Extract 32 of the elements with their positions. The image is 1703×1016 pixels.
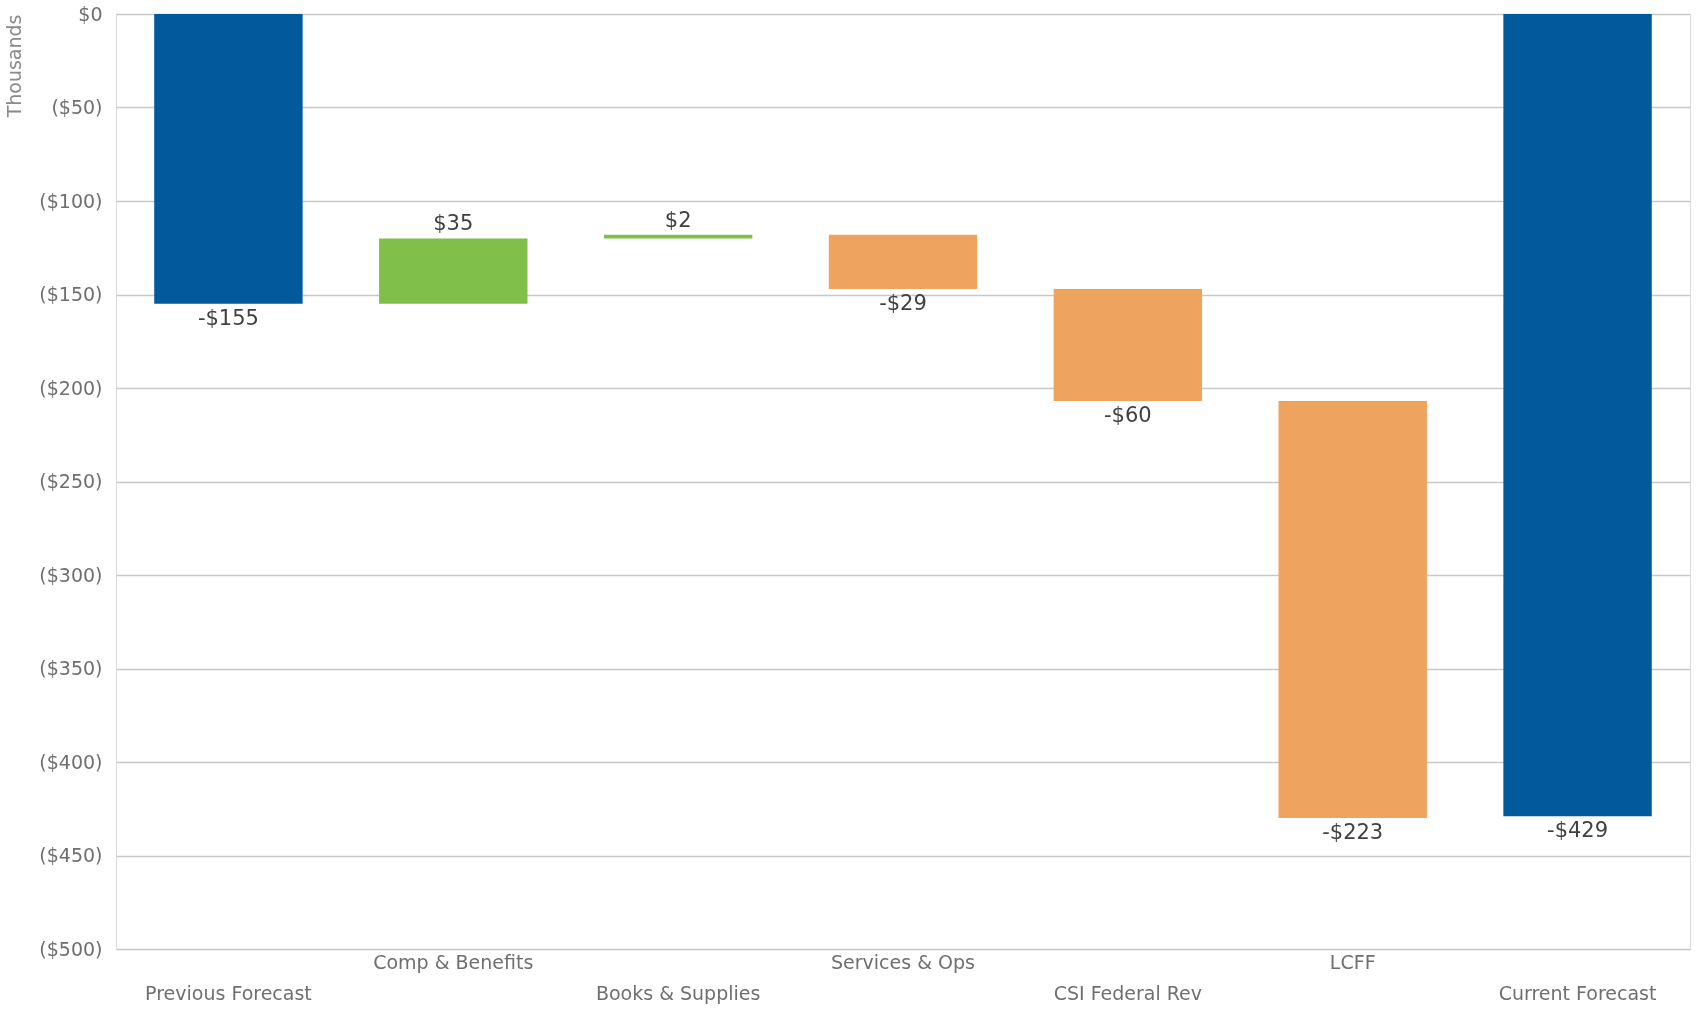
data-label: -$223 bbox=[1322, 820, 1384, 845]
x-tick-label: Current Forecast bbox=[1498, 981, 1657, 1004]
bar bbox=[154, 14, 303, 304]
y-tick-label: ($200) bbox=[39, 376, 103, 399]
data-label: $2 bbox=[664, 207, 692, 232]
x-tick-label: Books & Supplies bbox=[595, 981, 761, 1004]
bar bbox=[828, 234, 978, 289]
y-tick-label: ($400) bbox=[39, 750, 103, 773]
y-tick-label: ($450) bbox=[39, 844, 103, 866]
data-label: -$429 bbox=[1547, 818, 1609, 843]
y-tick-label: ($50) bbox=[51, 96, 103, 118]
y-tick-label: $0 bbox=[78, 2, 103, 25]
x-tick-label: Services & Ops bbox=[831, 950, 975, 973]
data-label: -$155 bbox=[197, 305, 259, 330]
x-tick-label: Comp & Benefits bbox=[373, 950, 534, 973]
data-label: -$29 bbox=[879, 290, 927, 315]
y-tick-label: ($250) bbox=[39, 470, 103, 492]
x-tick-label: CSI Federal Rev bbox=[1053, 981, 1203, 1004]
x-tick-label: Previous Forecast bbox=[145, 981, 312, 1004]
y-tick-label: ($300) bbox=[39, 563, 103, 586]
bar bbox=[1503, 14, 1652, 817]
bar bbox=[379, 238, 528, 304]
bar bbox=[1053, 288, 1203, 402]
data-label: $35 bbox=[433, 211, 474, 236]
bar bbox=[1278, 401, 1427, 819]
y-tick-label: ($100) bbox=[39, 189, 103, 212]
x-tick-label: LCFF bbox=[1329, 950, 1376, 973]
y-tick-label: ($150) bbox=[39, 283, 103, 305]
y-axis-title: Thousands bbox=[3, 14, 26, 119]
data-label: -$60 bbox=[1104, 403, 1152, 428]
y-tick-label: ($350) bbox=[39, 657, 103, 679]
y-tick-label: ($500) bbox=[39, 937, 103, 960]
